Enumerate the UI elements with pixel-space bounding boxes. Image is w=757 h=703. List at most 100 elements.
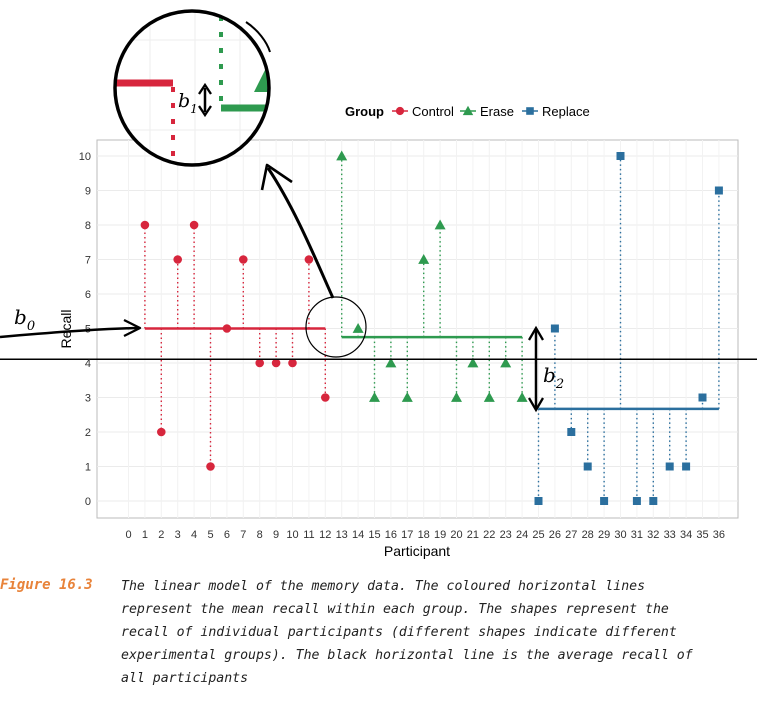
caption-text: The linear model of the memory data. The…: [121, 579, 693, 686]
data-point-square: [714, 186, 723, 195]
x-tick-label: 36: [713, 529, 725, 541]
legend-item-control: Control: [392, 104, 454, 119]
data-point-square: [632, 497, 641, 505]
legend-label: Replace: [542, 104, 590, 119]
x-tick-label: 7: [240, 529, 246, 541]
x-tick-label: 10: [286, 529, 298, 541]
data-point-square: [698, 393, 707, 402]
data-point-triangle: [418, 254, 430, 264]
data-point-circle: [189, 220, 199, 230]
data-point-triangle: [434, 219, 446, 230]
data-point-triangle: [401, 392, 413, 402]
data-points: [140, 150, 723, 505]
data-point-square: [567, 428, 576, 436]
x-tick-label: 14: [352, 529, 364, 541]
y-tick-label: 1: [85, 462, 91, 474]
y-axis-title: Recall: [58, 310, 74, 349]
zoom-border: [113, 9, 271, 167]
x-tick-label: 21: [467, 529, 479, 541]
zoom-pointer-arrow: [266, 167, 335, 299]
x-tick-labels: 0 1 2 3 4 5 6 7 8 9 10 11 12 13 14 15 16 17 18 19 20 21 22 23 24…: [125, 529, 725, 541]
memory-recall-chart: 0 1 2 3 4 5 6 7 8 9 10 11 12 13 14 15 16 17 18 19 20 21 22 23 24…: [0, 9, 757, 559]
data-point-circle: [157, 427, 166, 437]
data-point-triangle: [500, 357, 512, 368]
x-tick-label: 0: [125, 529, 131, 541]
data-point-square: [665, 462, 674, 471]
x-tick-label: 1: [142, 529, 148, 541]
data-point-triangle: [369, 392, 380, 402]
x-tick-label: 4: [191, 529, 197, 541]
data-point-triangle: [451, 392, 462, 402]
data-point-triangle: [336, 150, 348, 161]
x-tick-label: 28: [582, 529, 594, 541]
magnify-circle: [305, 296, 367, 358]
legend-item-erase: Erase: [460, 104, 514, 119]
x-tick-label: 17: [401, 529, 413, 541]
data-point-circle: [222, 324, 232, 333]
x-tick-label: 35: [696, 529, 708, 541]
b1-arrowhead-down: [198, 105, 212, 118]
x-tick-label: 23: [500, 529, 512, 541]
data-point-circle: [321, 393, 330, 402]
y-tick-label: 0: [85, 496, 91, 508]
x-tick-label: 11: [303, 529, 314, 541]
x-tick-label: 34: [680, 529, 692, 541]
legend-label: Erase: [480, 104, 514, 119]
legend-item-replace: Replace: [522, 104, 590, 119]
x-tick-label: 33: [664, 529, 676, 541]
x-axis-title: Participant: [384, 543, 450, 559]
data-point-triangle: [352, 323, 364, 333]
data-point-circle: [173, 255, 182, 264]
data-point-square: [550, 324, 559, 333]
b2-label: b2: [543, 363, 564, 392]
legend-title: Group: [345, 104, 384, 119]
y-tick-label: 3: [85, 393, 91, 405]
figure-label: Figure 16.3: [0, 577, 93, 593]
y-tick-label: 9: [85, 186, 91, 198]
x-tick-label: 25: [532, 529, 544, 541]
data-point-circle: [288, 358, 297, 368]
y-tick-label: 10: [79, 151, 91, 163]
data-point-circle: [255, 358, 264, 368]
x-tick-label: 22: [483, 529, 495, 541]
annotations: b0 b2: [0, 163, 564, 413]
b2-arrowhead-down: [528, 397, 544, 413]
x-tick-label: 20: [450, 529, 462, 541]
y-tick-label: 6: [85, 289, 91, 301]
x-tick-label: 16: [385, 529, 397, 541]
x-tick-label: 8: [257, 529, 263, 541]
data-point-square: [526, 107, 534, 115]
y-tick-label: 8: [85, 220, 91, 232]
x-tick-label: 9: [273, 529, 279, 541]
legend: Group Control Erase Replace: [345, 104, 590, 119]
data-point-triangle: [462, 105, 474, 116]
b0-label: b0: [14, 305, 35, 334]
x-tick-label: 12: [319, 529, 331, 541]
y-tick-label: 7: [85, 255, 91, 267]
data-point-triangle: [483, 392, 495, 402]
b2-arrowhead-up: [528, 325, 544, 341]
x-tick-label: 15: [368, 529, 380, 541]
x-tick-label: 5: [207, 529, 213, 541]
zoom-inset: b1: [113, 9, 271, 167]
x-tick-label: 26: [549, 529, 561, 541]
data-point-square: [600, 497, 609, 505]
data-point-circle: [395, 106, 405, 116]
data-point-circle: [239, 255, 248, 264]
zoom-pointer-arrowhead: [260, 163, 293, 191]
b1-label: b1: [178, 90, 198, 116]
x-tick-label: 3: [175, 529, 181, 541]
group-mean-lines: [144, 327, 719, 411]
y-tick-label: 2: [85, 427, 91, 439]
zoom-erase-point: [254, 62, 269, 92]
y-tick-label: 4: [85, 358, 91, 370]
zoom-background: [115, 11, 269, 165]
data-point-square: [534, 497, 543, 505]
zoom-border-flourish: [245, 21, 271, 53]
data-point-circle: [304, 255, 314, 264]
data-point-square: [649, 497, 658, 505]
x-tick-label: 32: [647, 529, 659, 541]
data-point-square: [682, 462, 691, 471]
legend-label: Control: [412, 104, 454, 119]
